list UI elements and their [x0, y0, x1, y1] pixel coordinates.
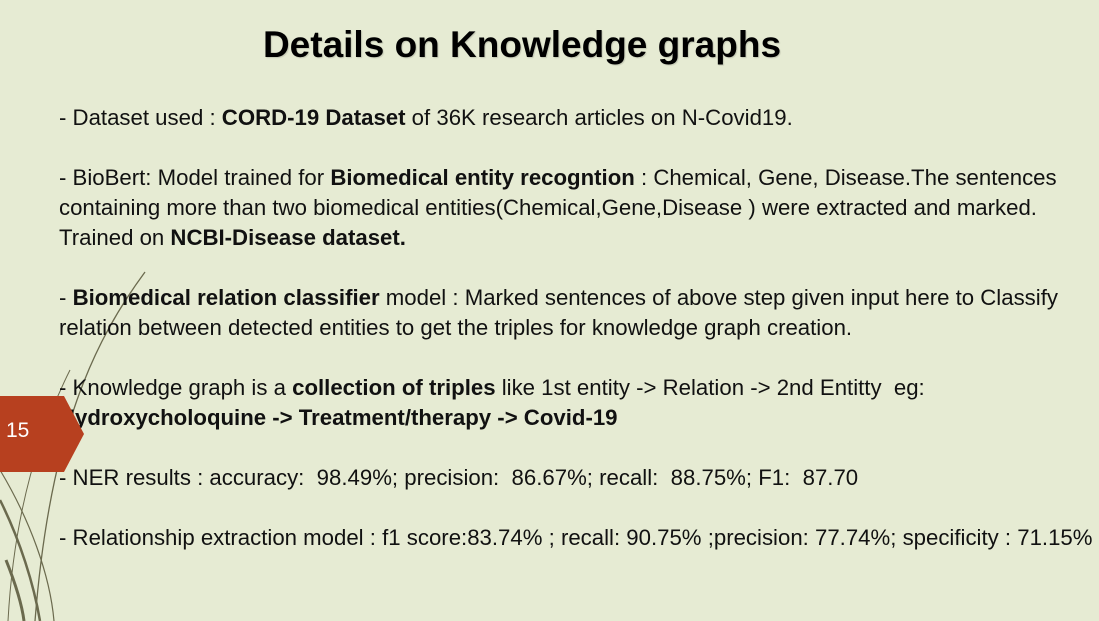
bullet-list: - Dataset used : CORD-19 Dataset of 36K … [59, 103, 1099, 583]
bullet-text: : Chemical, Gene, Disease.The sentences … [59, 165, 1063, 250]
bullet-bold-text: Hydroxycholoquine -> Treatment/therapy -… [59, 405, 618, 430]
bullet-text: - Knowledge graph is a [59, 375, 293, 400]
bullet-text: - BioBert: Model trained for [59, 165, 331, 190]
bullet-relation-classifier: - Biomedical relation classifier model :… [59, 283, 1099, 343]
bullet-bold-text: Biomedical entity recogntion [330, 165, 635, 190]
bullet-knowledge-graph: - Knowledge graph is a collection of tri… [59, 373, 1099, 433]
page-number: 15 [6, 419, 30, 442]
bullet-bold-text: CORD-19 Dataset [221, 105, 406, 130]
bullet-ner-results: - NER results : accuracy: 98.49%; precis… [59, 463, 1099, 493]
bullet-text: - [59, 285, 73, 310]
bullet-text: - NER results : accuracy: 98.49%; precis… [59, 465, 859, 490]
slide-title: Details on Knowledge graphs [262, 24, 782, 65]
bullet-bold-text: collection of triples [292, 375, 496, 400]
bullet-dataset: - Dataset used : CORD-19 Dataset of 36K … [59, 103, 1099, 133]
bullet-text: model : Marked sentences of above step g… [59, 285, 1065, 340]
page-number-arrow-shape [0, 396, 84, 472]
bullet-text: - Dataset used : [59, 105, 222, 130]
bullet-text: of 36K research articles on N-Covid19. [405, 105, 793, 130]
bullet-biobert: - BioBert: Model trained for Biomedical … [59, 163, 1099, 253]
bullet-relation-extraction-results: - Relationship extraction model : f1 sco… [59, 523, 1099, 553]
bullet-text: like 1st entity -> Relation -> 2nd Entit… [495, 375, 931, 400]
bullet-bold-text: NCBI-Disease dataset. [170, 225, 406, 250]
bullet-text: - Relationship extraction model : f1 sco… [59, 525, 1093, 550]
page-number-badge: 15 [0, 396, 86, 472]
bullet-bold-text: Biomedical relation classifier [72, 285, 380, 310]
